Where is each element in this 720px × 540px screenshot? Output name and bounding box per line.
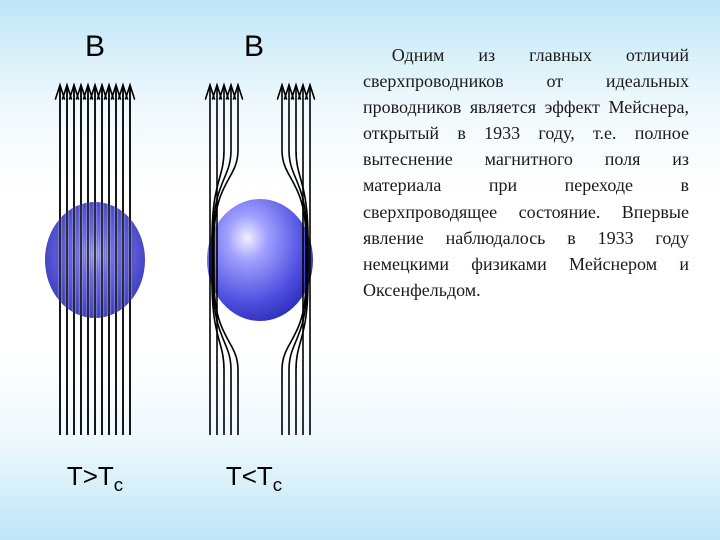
meissner-diagram: B T>Tc B T<Tc	[10, 10, 350, 520]
description-paragraph: Одним из главных отличий сверхпроводнико…	[363, 42, 689, 303]
svg-text:B: B	[244, 30, 264, 63]
svg-text:T>Tc: T>Tc	[67, 461, 123, 495]
svg-text:T<Tc: T<Tc	[226, 461, 282, 495]
slide: B T>Tc B T<Tc Одним из главных отличий све…	[0, 0, 720, 540]
svg-text:B: B	[85, 30, 105, 63]
